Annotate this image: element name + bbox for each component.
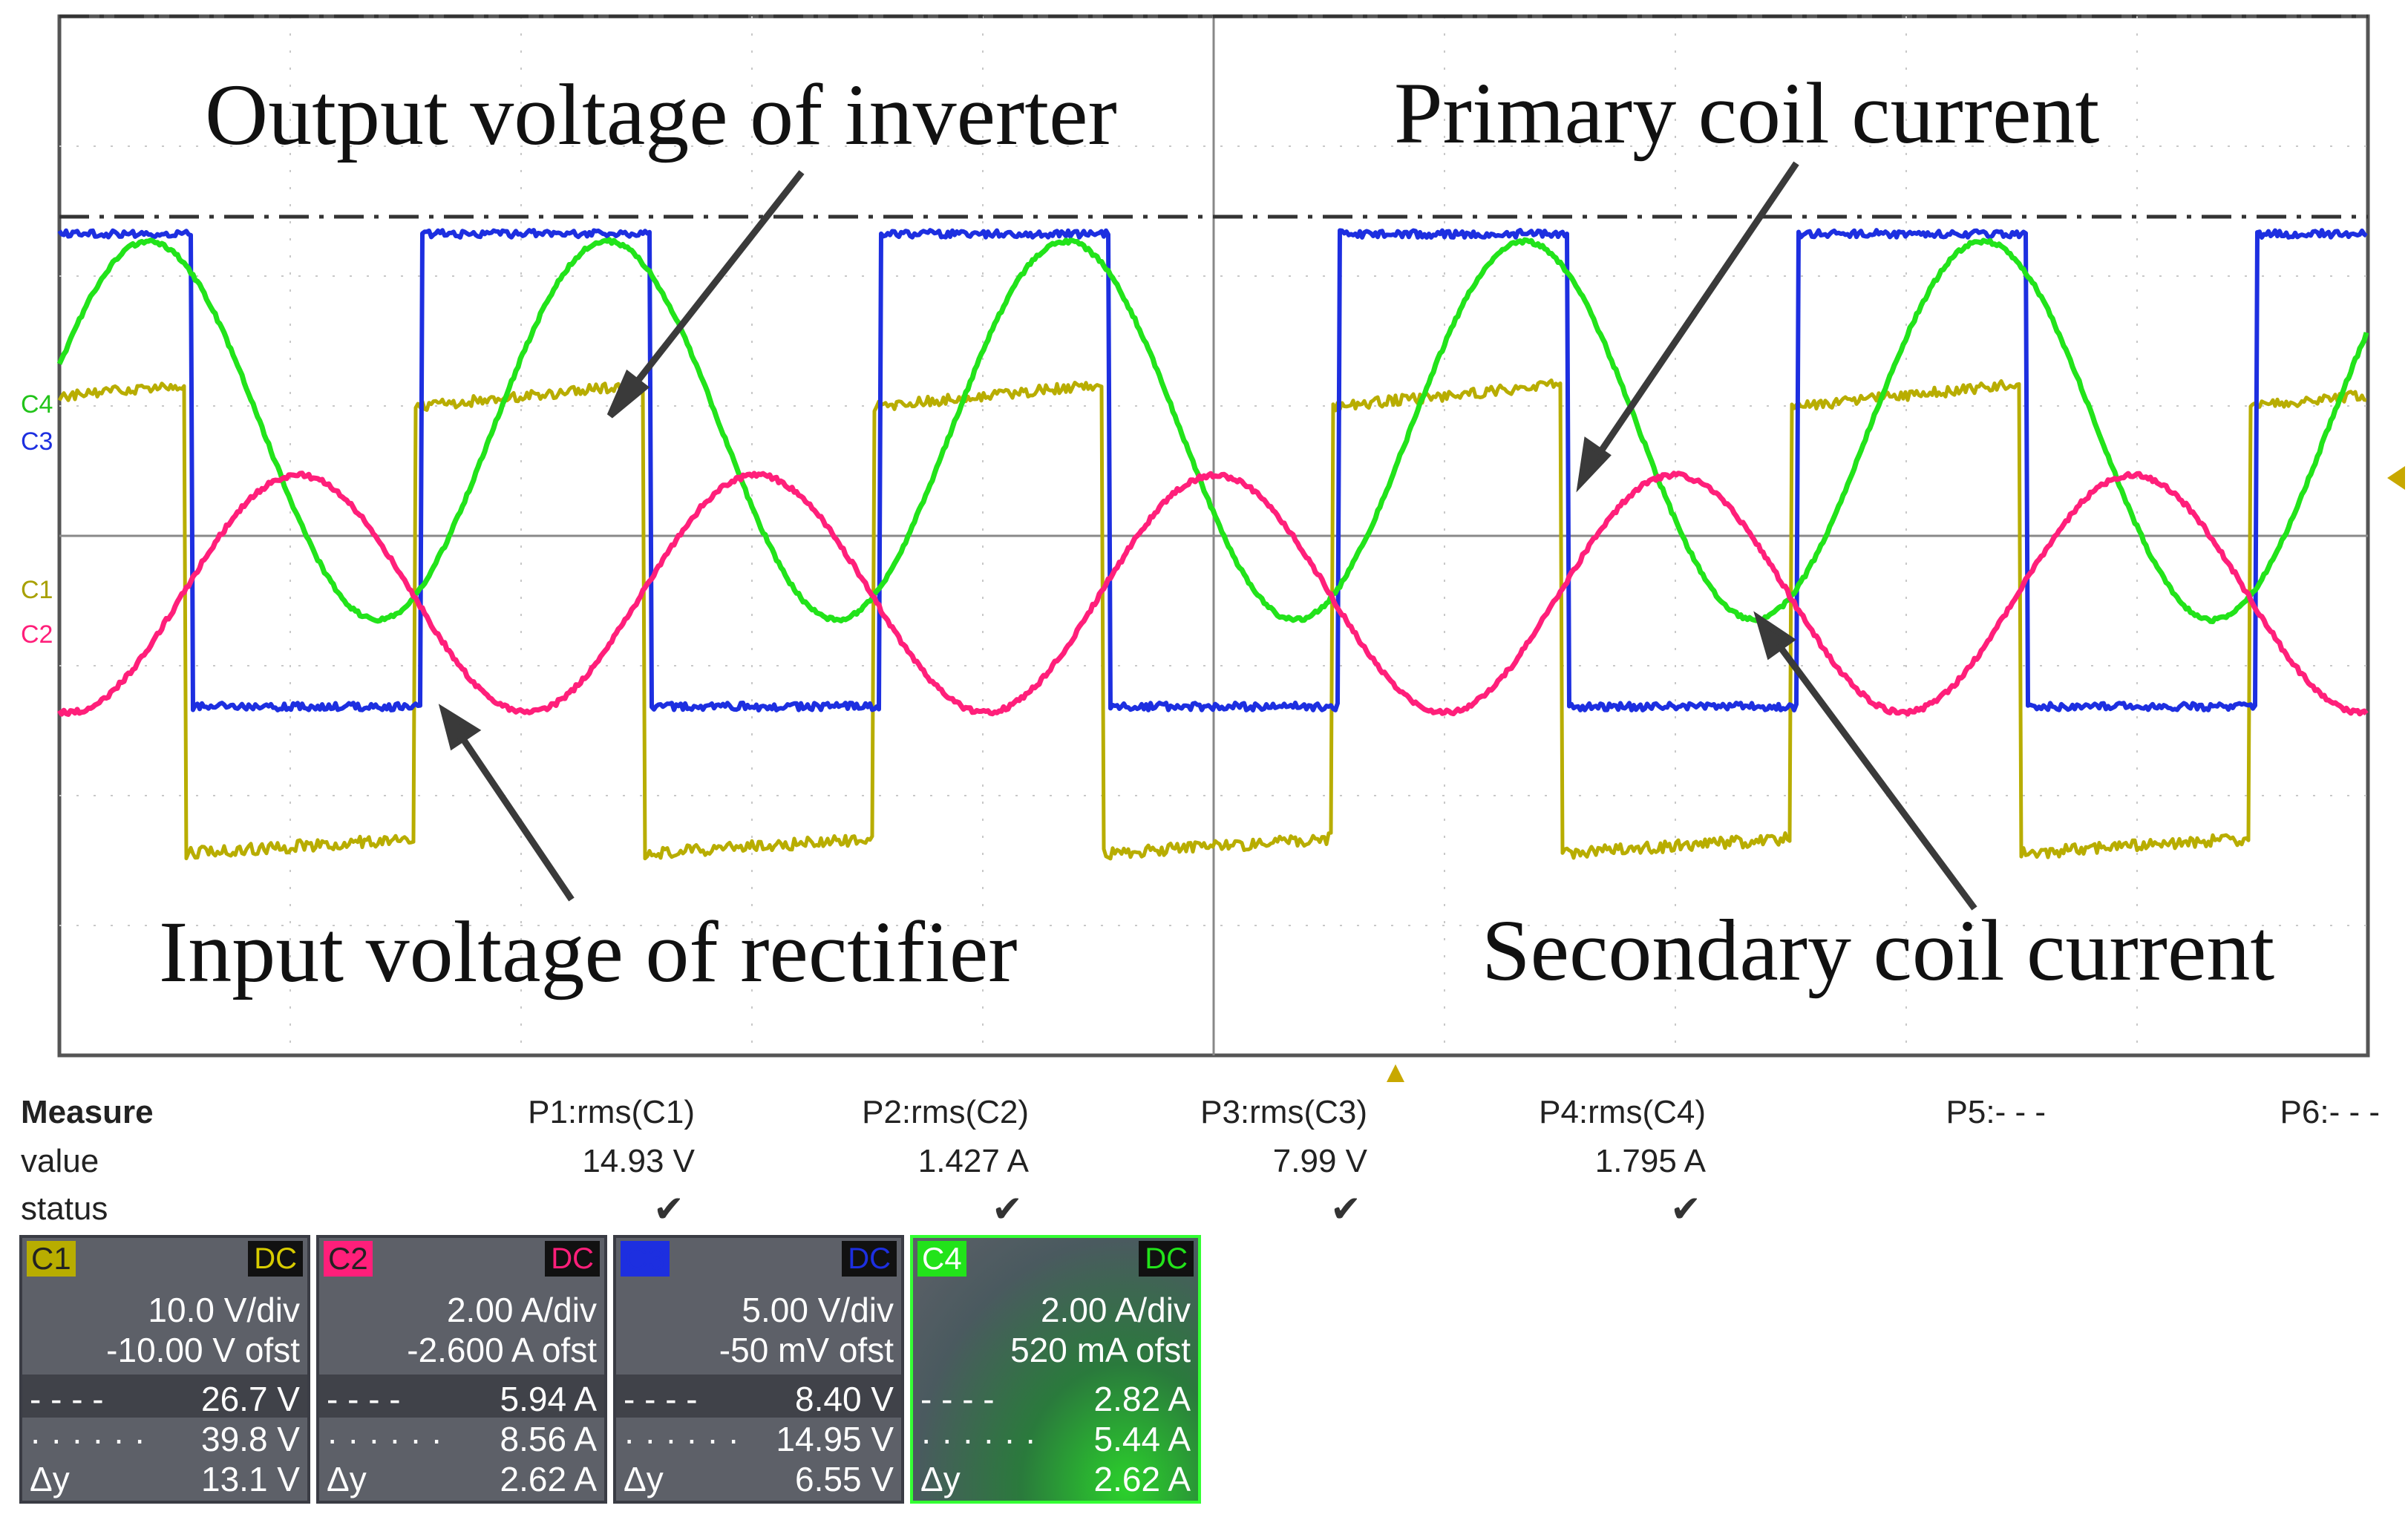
measure-row-status: status bbox=[21, 1190, 108, 1228]
channel-c2-vdiv: 2.00 A/div bbox=[319, 1290, 597, 1330]
channel-c3-coupling: DC bbox=[842, 1241, 897, 1277]
channel-c4-vdiv: 2.00 A/div bbox=[913, 1290, 1191, 1330]
measure-title[interactable]: Measure bbox=[21, 1094, 154, 1131]
channel-marker-c4: C4 bbox=[21, 390, 53, 419]
param-p2-label[interactable]: P2:rms(C2) bbox=[750, 1094, 1029, 1131]
trigger-level-marker bbox=[2387, 466, 2405, 490]
channel-c3-dash: 8.40 V bbox=[616, 1379, 894, 1419]
channel-c3-tag: C3 bbox=[621, 1241, 670, 1277]
param-p3-status-check-icon: ✔ bbox=[1330, 1187, 1361, 1231]
label-primary-coil-current: Primary coil current bbox=[1394, 70, 2099, 157]
channel-c4-dy: 2.62 A bbox=[913, 1459, 1191, 1499]
channel-c1-dash: 26.7 V bbox=[22, 1379, 300, 1419]
measure-row-value: value bbox=[21, 1143, 99, 1180]
channel-marker-c2: C2 bbox=[21, 620, 53, 649]
param-p3-value: 7.99 V bbox=[1088, 1143, 1367, 1180]
channel-c4-dash: 2.82 A bbox=[913, 1379, 1191, 1419]
channel-c4-tag: C4 bbox=[917, 1241, 966, 1277]
channel-c1-coupling: DC bbox=[248, 1241, 303, 1277]
channel-c1-tag: C1 bbox=[27, 1241, 76, 1277]
label-secondary-coil-current: Secondary coil current bbox=[1482, 907, 2274, 995]
channel-c2-dash: 5.94 A bbox=[319, 1379, 597, 1419]
channel-box-c4[interactable]: C4 DC 2.00 A/div 520 mA ofst - - - - 2.8… bbox=[910, 1235, 1201, 1504]
channel-c3-vdiv: 5.00 V/div bbox=[616, 1290, 894, 1330]
param-p1-status-check-icon: ✔ bbox=[653, 1187, 684, 1231]
channel-c2-coupling: DC bbox=[545, 1241, 600, 1277]
param-p6-label[interactable]: P6:- - - bbox=[2101, 1094, 2380, 1131]
channel-c2-dy: 2.62 A bbox=[319, 1459, 597, 1499]
trigger-time-marker bbox=[1387, 1064, 1404, 1082]
channel-marker-c3: C3 bbox=[21, 427, 53, 456]
label-output-voltage-of-inverter: Output voltage of inverter bbox=[205, 71, 1117, 159]
channel-c1-offset: -10.00 V ofst bbox=[22, 1330, 300, 1370]
param-p5-label[interactable]: P5:- - - bbox=[1767, 1094, 2046, 1131]
param-p3-label[interactable]: P3:rms(C3) bbox=[1088, 1094, 1367, 1131]
param-p4-status-check-icon: ✔ bbox=[1670, 1187, 1701, 1231]
param-p2-value: 1.427 A bbox=[750, 1143, 1029, 1180]
channel-c3-dot: 14.95 V bbox=[616, 1419, 894, 1459]
param-p1-label[interactable]: P1:rms(C1) bbox=[416, 1094, 695, 1131]
channel-c2-dot: 8.56 A bbox=[319, 1419, 597, 1459]
param-p1-value: 14.93 V bbox=[416, 1143, 695, 1180]
channel-c1-vdiv: 10.0 V/div bbox=[22, 1290, 300, 1330]
channel-box-c1[interactable]: C1 DC 10.0 V/div -10.00 V ofst - - - - 2… bbox=[19, 1235, 310, 1504]
channel-c1-dy: 13.1 V bbox=[22, 1459, 300, 1499]
label-input-voltage-of-rectifier: Input voltage of rectifier bbox=[159, 908, 1018, 996]
channel-c4-dot: 5.44 A bbox=[913, 1419, 1191, 1459]
param-p2-status-check-icon: ✔ bbox=[992, 1187, 1023, 1231]
channel-c1-dot: 39.8 V bbox=[22, 1419, 300, 1459]
channel-c4-offset: 520 mA ofst bbox=[913, 1330, 1191, 1370]
channel-c2-tag: C2 bbox=[324, 1241, 373, 1277]
channel-marker-c1: C1 bbox=[21, 576, 53, 604]
channel-c3-dy: 6.55 V bbox=[616, 1459, 894, 1499]
channel-c2-offset: -2.600 A ofst bbox=[319, 1330, 597, 1370]
channel-box-c3[interactable]: C3 DC 5.00 V/div -50 mV ofst - - - - 8.4… bbox=[613, 1235, 904, 1504]
channel-c4-coupling: DC bbox=[1139, 1241, 1194, 1277]
param-p4-label[interactable]: P4:rms(C4) bbox=[1427, 1094, 1706, 1131]
channel-c3-offset: -50 mV ofst bbox=[616, 1330, 894, 1370]
param-p4-value: 1.795 A bbox=[1427, 1143, 1706, 1180]
channel-box-c2[interactable]: C2 DC 2.00 A/div -2.600 A ofst - - - - 5… bbox=[316, 1235, 607, 1504]
